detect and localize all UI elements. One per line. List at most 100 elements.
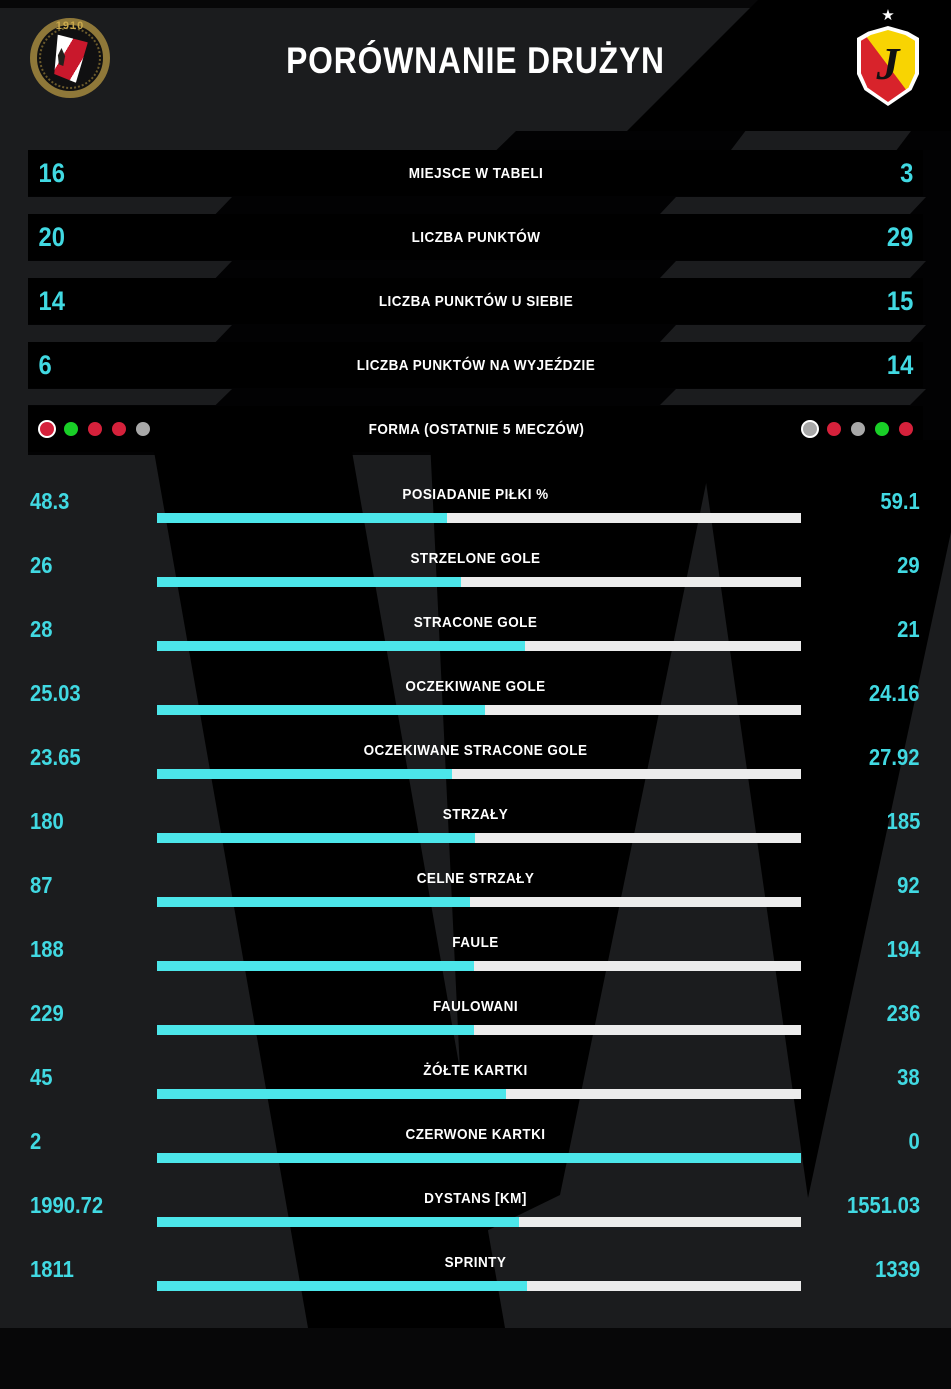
stat-label: OCZEKIWANE STRACONE GOLE [363, 742, 588, 759]
left-team-value: 229 [30, 1000, 64, 1026]
left-team-value: 16 [38, 157, 66, 188]
left-team-value: 23.65 [30, 744, 81, 770]
stat-band-row: 16 MIEJSCE W TABELI 3 [28, 150, 923, 196]
form-result-dot-red [40, 422, 54, 436]
form-result-dot-red [88, 422, 102, 436]
comparison-bar-left-share [157, 705, 485, 715]
widzew-flame-icon [57, 48, 66, 66]
right-team-value: 194 [886, 936, 920, 962]
form-result-dot-gray [851, 422, 865, 436]
comparison-bar [157, 705, 801, 715]
right-team-crest-jagiellonia: ★ J [853, 8, 923, 112]
left-team-value: 87 [30, 872, 53, 898]
comparison-bar-left-share [157, 833, 475, 843]
form-result-dot-red [827, 422, 841, 436]
comparison-bar-left-share [157, 1153, 801, 1163]
left-team-value: 14 [38, 285, 66, 316]
comparison-bar [157, 769, 801, 779]
comparison-bar-left-share [157, 513, 447, 523]
stat-bar-row: FAULE 188 194 [0, 918, 951, 982]
header: 1910 PORÓWNANIE DRUŻYN ★ J [0, 0, 951, 130]
diagonal-stripe [660, 261, 926, 278]
comparison-bar-left-share [157, 1089, 507, 1099]
comparison-bar [157, 961, 801, 971]
left-team-value: 20 [38, 221, 66, 252]
stat-bar-row: FAULOWANI 229 236 [0, 982, 951, 1046]
stat-bar-rows: POSIADANIE PIŁKI % 48.3 59.1 STRZELONE G… [0, 470, 951, 1302]
comparison-bar-left-share [157, 897, 470, 907]
stat-bar-row: CZERWONE KARTKI 2 0 [0, 1110, 951, 1174]
stat-label: ŻÓŁTE KARTKI [423, 1062, 528, 1079]
comparison-bar-left-share [157, 641, 525, 651]
diagonal-stripe [28, 131, 516, 150]
right-team-value: 27.92 [869, 744, 920, 770]
stat-bar-row: SPRINTY 1811 1339 [0, 1238, 951, 1302]
stat-label: STRZAŁY [442, 806, 509, 823]
diagonal-stripe [28, 261, 232, 278]
right-team-value: 236 [886, 1000, 920, 1026]
form-band-row: FORMA (OSTATNIE 5 MECZÓW) [28, 406, 923, 452]
stat-label: FORMA (OSTATNIE 5 MECZÓW) [368, 420, 585, 438]
stat-bar-row: DYSTANS [KM] 1990.72 1551.03 [0, 1174, 951, 1238]
crest-letter: J [876, 37, 900, 89]
comparison-bar [157, 1089, 801, 1099]
left-team-value: 1990.72 [30, 1192, 104, 1218]
left-team-value: 48.3 [30, 488, 70, 514]
diagonal-stripe [28, 389, 232, 405]
comparison-bar [157, 1281, 801, 1291]
comparison-bar [157, 641, 801, 651]
stat-label: FAULE [452, 934, 499, 951]
left-team-value: 1811 [30, 1256, 74, 1282]
left-team-value: 26 [30, 552, 53, 578]
comparison-bar [157, 513, 801, 523]
form-result-dot-gray [803, 422, 817, 436]
stat-bands: 16 MIEJSCE W TABELI 3 20 LICZBA PUNKTÓW … [0, 150, 951, 452]
left-team-value: 6 [38, 349, 52, 380]
comparison-bar [157, 577, 801, 587]
stat-label: LICZBA PUNKTÓW U SIEBIE [378, 292, 574, 310]
right-team-value: 29 [886, 221, 914, 252]
stat-label: STRZELONE GOLE [410, 550, 541, 567]
stat-label: POSIADANIE PIŁKI % [402, 486, 549, 503]
comparison-bar-left-share [157, 769, 453, 779]
comparison-bar [157, 1217, 801, 1227]
stat-bar-row: STRZELONE GOLE 26 29 [0, 534, 951, 598]
form-result-dot-green [875, 422, 889, 436]
comparison-bar [157, 833, 801, 843]
right-team-value: 21 [897, 616, 920, 642]
left-team-value: 180 [30, 808, 64, 834]
laurel-wreath-texture [39, 27, 101, 89]
comparison-bar-left-share [157, 1217, 519, 1227]
stat-bar-row: OCZEKIWANE GOLE 25.03 24.16 [0, 662, 951, 726]
right-team-value: 14 [886, 349, 914, 380]
comparison-bar-left-share [157, 577, 462, 587]
stat-band-row: 6 LICZBA PUNKTÓW NA WYJEŹDZIE 14 [28, 342, 923, 388]
right-team-value: 0 [908, 1128, 920, 1154]
left-team-value: 25.03 [30, 680, 81, 706]
right-team-value: 185 [886, 808, 920, 834]
left-team-form-dots [28, 422, 190, 436]
left-team-crest-widzew: 1910 [30, 18, 110, 98]
stat-label: SPRINTY [444, 1254, 507, 1271]
left-team-value: 28 [30, 616, 53, 642]
stat-label: FAULOWANI [432, 998, 519, 1015]
diagonal-stripe [660, 197, 926, 214]
stat-label: CZERWONE KARTKI [405, 1126, 546, 1143]
left-team-value: 2 [30, 1128, 42, 1154]
right-team-value: 38 [897, 1064, 920, 1090]
form-result-dot-gray [136, 422, 150, 436]
right-team-form-dots [763, 422, 923, 436]
comparison-bar [157, 1025, 801, 1035]
stat-label: LICZBA PUNKTÓW [411, 228, 541, 246]
form-result-dot-red [112, 422, 126, 436]
comparison-bar-left-share [157, 1025, 475, 1035]
stat-label: OCZEKIWANE GOLE [405, 678, 546, 695]
diagonal-stripe [28, 325, 232, 342]
right-team-value: 1339 [874, 1256, 920, 1282]
form-result-dot-red [899, 422, 913, 436]
right-team-value: 92 [897, 872, 920, 898]
stat-label: STRACONE GOLE [413, 614, 538, 631]
stat-label: CELNE STRZAŁY [416, 870, 535, 887]
left-team-value: 188 [30, 936, 64, 962]
diagonal-stripe [731, 131, 911, 150]
